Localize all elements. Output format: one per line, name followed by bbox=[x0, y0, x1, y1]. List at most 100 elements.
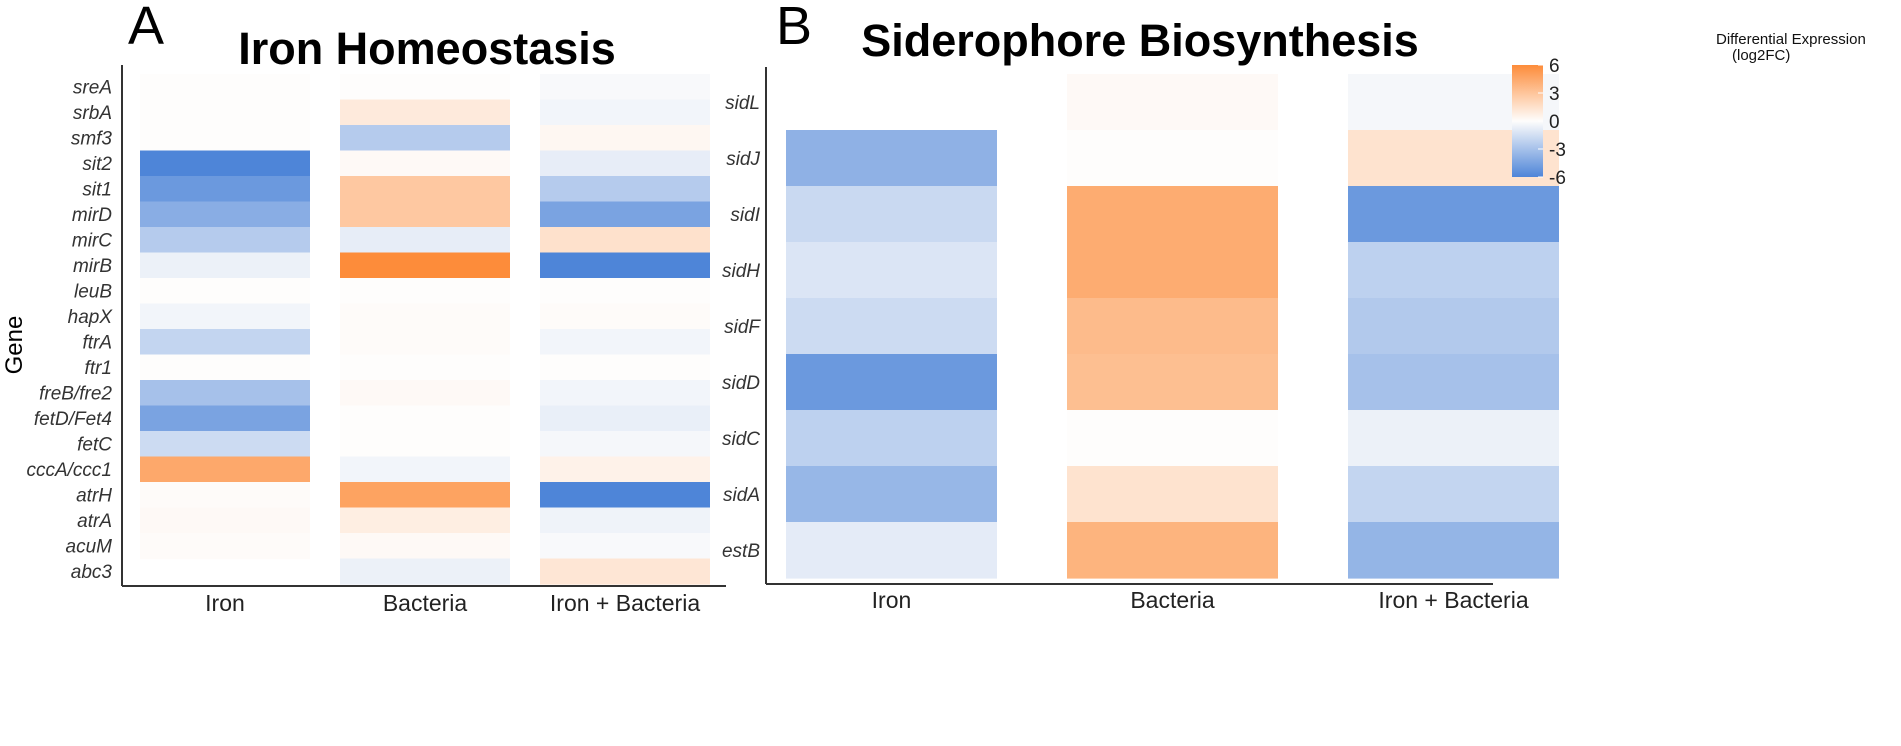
gene-label: atrA bbox=[77, 511, 112, 532]
heatmap-cell-sidf-bacteria bbox=[1067, 298, 1278, 355]
heatmap-cell-mird-iron---bacteria bbox=[540, 201, 710, 228]
gene-label: ftrA bbox=[82, 332, 112, 353]
heatmap-cell-ftr1-iron bbox=[140, 354, 310, 381]
gene-label: sit2 bbox=[82, 154, 112, 175]
heatmap-cell-sidl-bacteria bbox=[1067, 74, 1278, 131]
heatmap-cell-sidf-iron bbox=[786, 298, 997, 355]
heatmap-cell-sidd-bacteria bbox=[1067, 354, 1278, 411]
heatmap-cell-mird-bacteria bbox=[340, 201, 510, 228]
heatmap-cell-sidh-bacteria bbox=[1067, 242, 1278, 299]
gene-label: mirC bbox=[72, 230, 112, 251]
heatmap-cell-atra-iron---bacteria bbox=[540, 507, 710, 534]
heatmap-cell-sit1-bacteria bbox=[340, 176, 510, 203]
heatmap-cell-atra-iron bbox=[140, 507, 310, 534]
heatmap-cell-sidc-bacteria bbox=[1067, 410, 1278, 467]
gene-label: sit1 bbox=[82, 179, 112, 200]
heatmap-cell-fetc-bacteria bbox=[340, 431, 510, 458]
heatmap-cell-acum-iron bbox=[140, 533, 310, 560]
heatmap-cell-sidd-iron bbox=[786, 354, 997, 411]
gene-label: sidI bbox=[730, 205, 760, 226]
gene-label: cccA/ccc1 bbox=[26, 460, 112, 481]
heatmap-cell-sit1-iron---bacteria bbox=[540, 176, 710, 203]
heatmap-cell-leub-iron---bacteria bbox=[540, 278, 710, 305]
heatmap-cell-fetc-iron bbox=[140, 431, 310, 458]
heatmap-cell-sidi-iron---bacteria bbox=[1348, 186, 1559, 243]
panel-a-y-axis-label: Gene bbox=[1, 316, 28, 375]
heatmap-cell-hapx-iron---bacteria bbox=[540, 303, 710, 330]
x-tick-label: Iron + Bacteria bbox=[1378, 587, 1528, 613]
gene-label: leuB bbox=[74, 281, 112, 302]
heatmap-cell-atrh-iron bbox=[140, 482, 310, 509]
heatmap-cell-sidh-iron bbox=[786, 242, 997, 299]
heatmap-cell-ftra-bacteria bbox=[340, 329, 510, 356]
heatmap-cell-estb-bacteria bbox=[1067, 522, 1278, 579]
gene-label: smf3 bbox=[71, 128, 113, 149]
panel-a-heatmap: sreA srbA smf3 sit2 sit1 mirD mirC mirB leuB hapX… bbox=[26, 74, 710, 616]
heatmap-cell-mird-iron bbox=[140, 201, 310, 228]
gene-label: fetD/Fet4 bbox=[34, 409, 112, 430]
heatmap-cell-sit2-bacteria bbox=[340, 150, 510, 177]
heatmap-cell-smf3-iron bbox=[140, 125, 310, 152]
heatmap-cell-fetd-fet4-iron bbox=[140, 405, 310, 432]
heatmap-cell-smf3-iron---bacteria bbox=[540, 125, 710, 152]
heatmap-cell-sidi-bacteria bbox=[1067, 186, 1278, 243]
heatmap-cell-srea-iron bbox=[140, 74, 310, 101]
gene-label: sidF bbox=[724, 317, 761, 338]
heatmap-cell-leub-bacteria bbox=[340, 278, 510, 305]
heatmap-cell-sit2-iron---bacteria bbox=[540, 150, 710, 177]
heatmap-cell-srba-bacteria bbox=[340, 99, 510, 126]
legend-title-line2: (log2FC) bbox=[1732, 47, 1790, 64]
heatmap-cell-ftra-iron bbox=[140, 329, 310, 356]
heatmap-cell-ccca-ccc1-iron bbox=[140, 456, 310, 483]
x-tick-label: Bacteria bbox=[1130, 587, 1215, 613]
heatmap-cell-atrh-iron---bacteria bbox=[540, 482, 710, 509]
x-tick-label: Bacteria bbox=[383, 590, 468, 616]
legend-tick-label: 3 bbox=[1549, 84, 1560, 105]
heatmap-cell-freb-fre2-bacteria bbox=[340, 380, 510, 407]
heatmap-cell-hapx-bacteria bbox=[340, 303, 510, 330]
heatmap-cell-sidd-iron---bacteria bbox=[1348, 354, 1559, 411]
heatmap-cell-acum-bacteria bbox=[340, 533, 510, 560]
heatmap-cell-mirb-bacteria bbox=[340, 252, 510, 279]
gene-label: mirB bbox=[73, 256, 112, 277]
gene-label: acuM bbox=[66, 536, 113, 557]
gene-label: mirD bbox=[72, 205, 112, 226]
heatmap-cell-mirc-bacteria bbox=[340, 227, 510, 254]
heatmap-cell-srba-iron---bacteria bbox=[540, 99, 710, 126]
heatmap-cell-fetc-iron---bacteria bbox=[540, 431, 710, 458]
gene-label: sidJ bbox=[726, 149, 760, 170]
gene-label: srbA bbox=[73, 103, 112, 124]
heatmap-cell-estb-iron bbox=[786, 522, 997, 579]
heatmap-cell-sida-iron bbox=[786, 466, 997, 523]
heatmap-cell-estb-iron---bacteria bbox=[1348, 522, 1559, 579]
heatmap-cell-abc3-bacteria bbox=[340, 558, 510, 585]
panel-b-heatmap: sidL sidJ sidI sidH sidF sidD sidC sidA estB Iron… bbox=[722, 74, 1559, 613]
gene-label: sreA bbox=[73, 77, 112, 98]
heatmap-cell-srea-bacteria bbox=[340, 74, 510, 101]
heatmap-cell-ftr1-bacteria bbox=[340, 354, 510, 381]
heatmap-cell-abc3-iron---bacteria bbox=[540, 558, 710, 585]
gene-label: sidH bbox=[722, 261, 760, 282]
legend-title-line1: Differential Expression bbox=[1716, 31, 1866, 48]
heatmap-cell-sidh-iron---bacteria bbox=[1348, 242, 1559, 299]
heatmap-cell-sidi-iron bbox=[786, 186, 997, 243]
heatmap-cell-atra-bacteria bbox=[340, 507, 510, 534]
heatmap-cell-leub-iron bbox=[140, 278, 310, 305]
heatmap-cell-mirc-iron---bacteria bbox=[540, 227, 710, 254]
heatmap-cell-smf3-bacteria bbox=[340, 125, 510, 152]
gene-label: freB/fre2 bbox=[39, 383, 112, 404]
gene-label: sidC bbox=[722, 429, 760, 450]
heatmap-cell-freb-fre2-iron---bacteria bbox=[540, 380, 710, 407]
x-tick-label: Iron + Bacteria bbox=[550, 590, 700, 616]
heatmap-cell-srea-iron---bacteria bbox=[540, 74, 710, 101]
heatmap-cell-hapx-iron bbox=[140, 303, 310, 330]
panel-b-title: Siderophore Biosynthesis bbox=[861, 15, 1419, 66]
heatmap-cell-sida-iron---bacteria bbox=[1348, 466, 1559, 523]
gene-label: ftr1 bbox=[85, 358, 112, 379]
heatmap-cell-sida-bacteria bbox=[1067, 466, 1278, 523]
gene-label: atrH bbox=[76, 485, 112, 506]
heatmap-cell-mirc-iron bbox=[140, 227, 310, 254]
legend-tick-label: 0 bbox=[1549, 112, 1560, 133]
heatmap-cell-sidc-iron bbox=[786, 410, 997, 467]
